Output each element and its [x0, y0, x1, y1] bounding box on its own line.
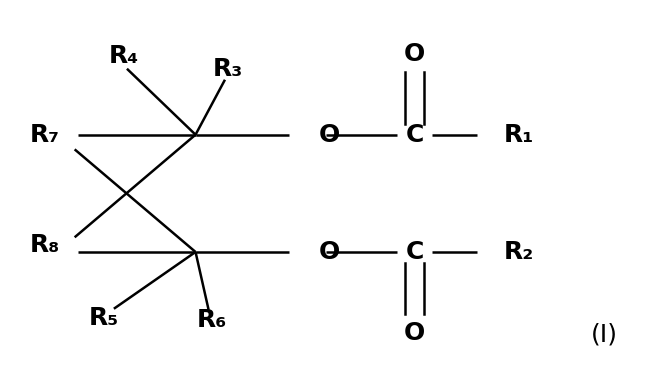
Text: R₄: R₄ [109, 44, 139, 68]
Text: R₇: R₇ [30, 123, 61, 147]
Text: O: O [319, 123, 340, 147]
Text: R₂: R₂ [504, 240, 534, 264]
Text: R₃: R₃ [213, 57, 243, 81]
Text: O: O [404, 321, 425, 344]
Text: R₅: R₅ [89, 306, 119, 330]
Text: C: C [405, 123, 424, 147]
Text: R₈: R₈ [30, 232, 61, 257]
Text: R₁: R₁ [504, 123, 534, 147]
Text: O: O [319, 240, 340, 264]
Text: (I): (I) [590, 323, 617, 346]
Text: R₆: R₆ [197, 308, 227, 332]
Text: C: C [405, 240, 424, 264]
Text: O: O [404, 42, 425, 66]
